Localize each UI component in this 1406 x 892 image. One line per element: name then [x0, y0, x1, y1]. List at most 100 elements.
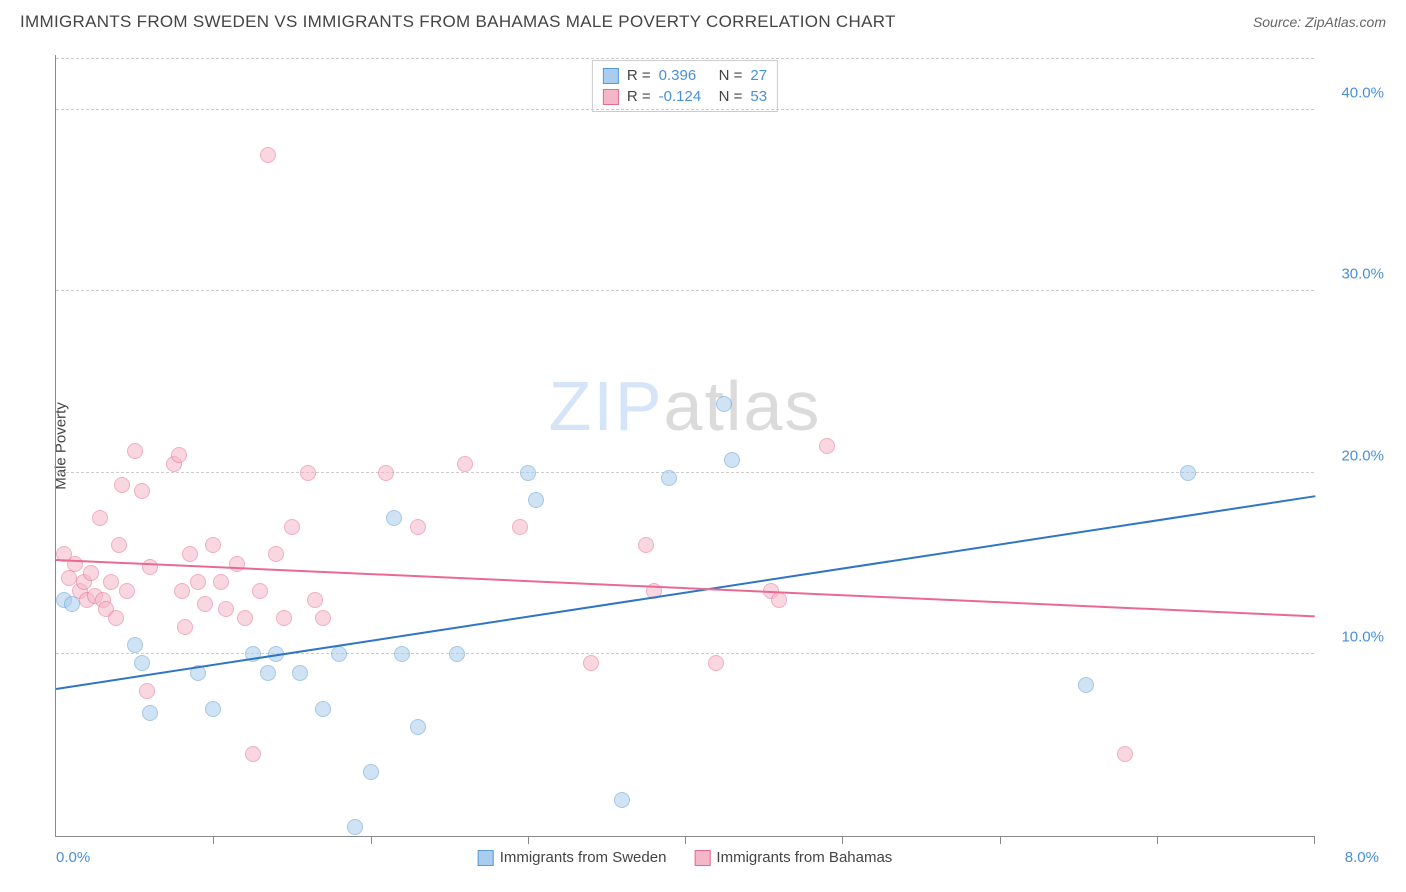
data-point	[245, 746, 261, 762]
data-point	[205, 537, 221, 553]
data-point	[134, 483, 150, 499]
gridline	[56, 58, 1314, 59]
data-point	[315, 610, 331, 626]
data-point	[724, 452, 740, 468]
data-point	[127, 443, 143, 459]
data-point	[213, 574, 229, 590]
data-point	[134, 655, 150, 671]
data-point	[378, 465, 394, 481]
x-tick	[213, 836, 214, 844]
legend-label: Immigrants from Bahamas	[716, 849, 892, 866]
data-point	[142, 559, 158, 575]
legend-item: Immigrants from Sweden	[478, 849, 667, 866]
data-point	[1078, 677, 1094, 693]
r-value: 0.396	[659, 67, 711, 84]
r-label: R =	[627, 67, 651, 84]
gridline	[56, 109, 1314, 110]
chart-title: IMMIGRANTS FROM SWEDEN VS IMMIGRANTS FRO…	[20, 12, 896, 32]
y-tick-label: 40.0%	[1341, 84, 1384, 101]
data-point	[331, 646, 347, 662]
y-tick-label: 10.0%	[1341, 629, 1384, 646]
data-point	[92, 510, 108, 526]
data-point	[197, 596, 213, 612]
data-point	[83, 565, 99, 581]
data-point	[127, 637, 143, 653]
x-tick	[371, 836, 372, 844]
x-tick	[1000, 836, 1001, 844]
x-axis-min-label: 0.0%	[56, 849, 90, 866]
data-point	[614, 792, 630, 808]
data-point	[716, 396, 732, 412]
r-label: R =	[627, 88, 651, 105]
trend-line	[56, 495, 1315, 690]
data-point	[583, 655, 599, 671]
data-point	[237, 610, 253, 626]
x-tick	[842, 836, 843, 844]
data-point	[284, 519, 300, 535]
data-point	[174, 583, 190, 599]
data-point	[182, 546, 198, 562]
data-point	[103, 574, 119, 590]
data-point	[449, 646, 465, 662]
data-point	[638, 537, 654, 553]
data-point	[410, 519, 426, 535]
data-point	[819, 438, 835, 454]
data-point	[268, 546, 284, 562]
legend-item: Immigrants from Bahamas	[694, 849, 892, 866]
chart-source: Source: ZipAtlas.com	[1253, 14, 1386, 30]
y-tick-label: 20.0%	[1341, 447, 1384, 464]
legend-series: Immigrants from Sweden Immigrants from Ba…	[478, 849, 893, 866]
data-point	[520, 465, 536, 481]
legend-swatch	[694, 850, 710, 866]
n-value: 53	[750, 88, 767, 105]
data-point	[363, 764, 379, 780]
data-point	[260, 147, 276, 163]
data-point	[171, 447, 187, 463]
data-point	[300, 465, 316, 481]
data-point	[394, 646, 410, 662]
data-point	[139, 683, 155, 699]
data-point	[111, 537, 127, 553]
legend-swatch	[603, 89, 619, 105]
legend-label: Immigrants from Sweden	[500, 849, 667, 866]
data-point	[307, 592, 323, 608]
data-point	[142, 705, 158, 721]
data-point	[252, 583, 268, 599]
data-point	[108, 610, 124, 626]
n-value: 27	[750, 67, 767, 84]
x-tick	[1157, 836, 1158, 844]
watermark: ZIPatlas	[549, 366, 822, 446]
data-point	[771, 592, 787, 608]
data-point	[347, 819, 363, 835]
legend-swatch	[478, 850, 494, 866]
n-label: N =	[719, 67, 743, 84]
data-point	[260, 665, 276, 681]
gridline	[56, 290, 1314, 291]
data-point	[205, 701, 221, 717]
data-point	[457, 456, 473, 472]
data-point	[708, 655, 724, 671]
x-tick	[528, 836, 529, 844]
data-point	[386, 510, 402, 526]
n-label: N =	[719, 88, 743, 105]
data-point	[410, 719, 426, 735]
legend-swatch	[603, 68, 619, 84]
data-point	[292, 665, 308, 681]
data-point	[512, 519, 528, 535]
data-point	[315, 701, 331, 717]
watermark-zip: ZIP	[549, 367, 664, 445]
watermark-atlas: atlas	[664, 367, 822, 445]
trend-line	[56, 559, 1315, 617]
legend-stats: R = 0.396 N = 27 R = -0.124 N = 53	[592, 60, 778, 112]
chart-container: Male Poverty ZIPatlas R =0.396N =27R =-0…	[55, 55, 1314, 837]
x-tick	[685, 836, 686, 844]
y-tick-label: 30.0%	[1341, 266, 1384, 283]
data-point	[190, 574, 206, 590]
data-point	[119, 583, 135, 599]
r-value: -0.124	[659, 88, 711, 105]
gridline	[56, 472, 1314, 473]
data-point	[177, 619, 193, 635]
x-axis-max-label: 8.0%	[1345, 849, 1379, 866]
data-point	[276, 610, 292, 626]
data-point	[1180, 465, 1196, 481]
